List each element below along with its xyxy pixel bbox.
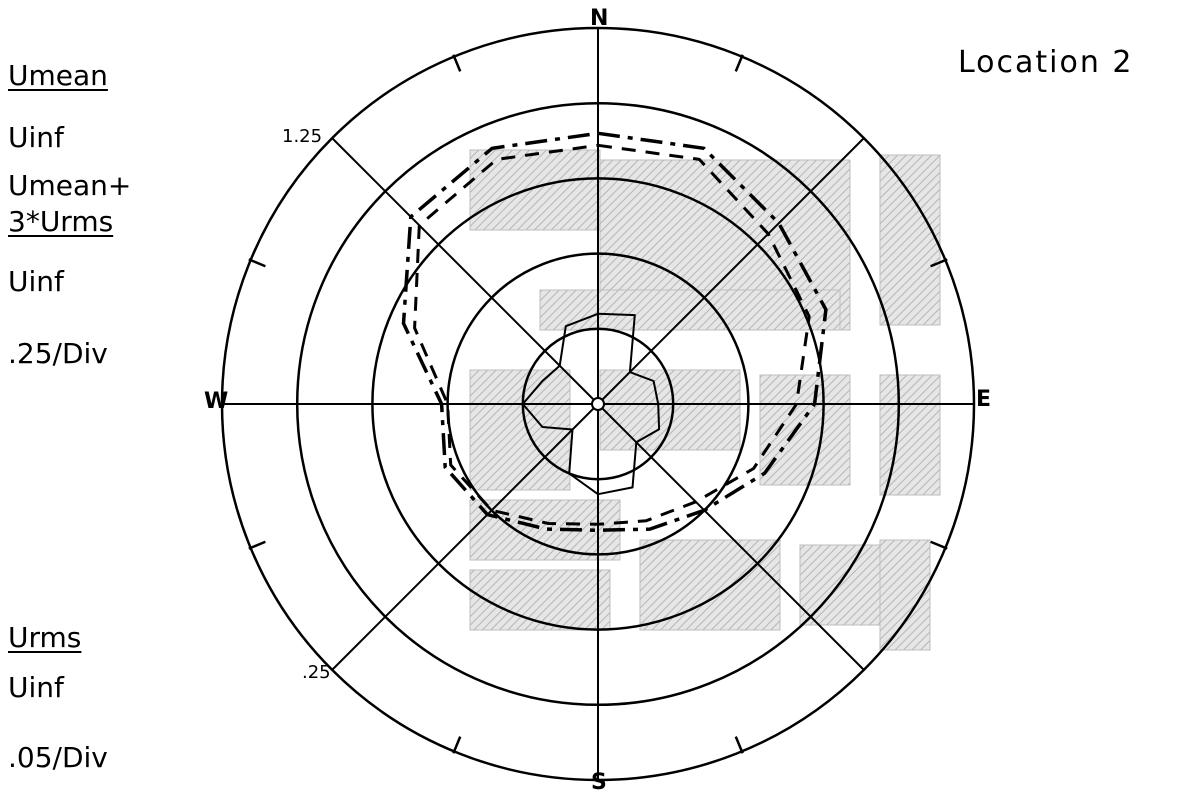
radial-label-inner: .25 [302,662,331,683]
site-plan-block [879,154,941,326]
polar-spoke [331,403,599,671]
polar-tick [452,54,462,72]
polar-spokes [222,28,974,780]
polar-tick [248,540,266,550]
polar-tick [930,540,948,550]
series-line [521,312,661,496]
legend-mean-scale: .25/Div [8,337,108,370]
legend-mean-denominator: Uinf [8,121,64,154]
series-line [413,143,811,526]
polar-tick [734,736,744,754]
site-plan-block [759,374,851,486]
series-line [401,131,828,533]
site-plan-block [639,539,781,631]
compass-east-label: E [976,387,992,412]
polar-tick [734,54,744,72]
radial-label-outer: 1.25 [282,126,323,147]
polar-ticks [248,54,948,754]
site-plan-block [469,369,571,491]
legend-rms-scale: .05/Div [8,741,108,774]
compass-south-label: S [591,770,607,795]
chart-title: Location 2 [958,45,1134,80]
data-series [401,131,828,533]
polar-spoke [597,137,865,405]
legend-peak-numerator-line1: Umean+ [8,169,132,202]
site-plan-block [469,149,601,231]
polar-spoke [597,403,865,671]
polar-tick [452,736,462,754]
polar-tick [930,258,948,268]
legend-rms-denominator: Uinf [8,671,64,704]
site-plan-block [539,289,841,331]
polar-tick [248,258,266,268]
legend-peak-numerator-line2: 3*Urms [8,205,114,238]
compass-west-label: W [204,389,229,414]
legend-mean-numerator: Umean [8,59,108,92]
site-plan-block [469,569,611,631]
center-marker [591,397,605,411]
legend-peak-denominator: Uinf [8,265,64,298]
polar-spoke [331,137,599,405]
legend-rms-numerator: Urms [8,621,82,654]
compass-north-label: N [590,6,609,31]
site-plan-underlay [469,149,941,651]
